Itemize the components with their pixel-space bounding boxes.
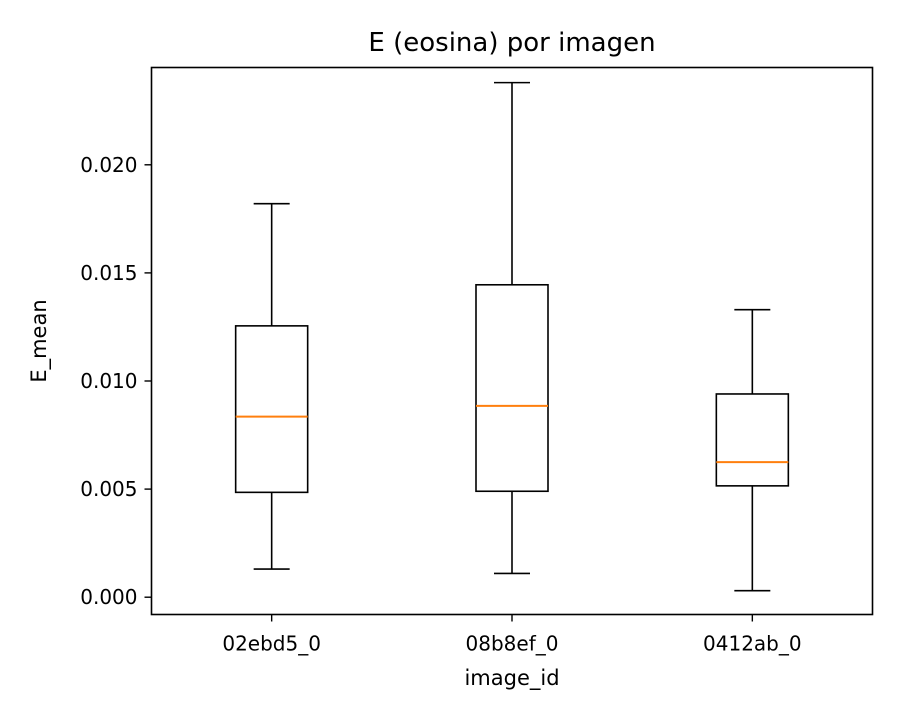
y-tick-label: 0.015 xyxy=(80,261,137,285)
chart-title: E (eosina) por imagen xyxy=(368,28,655,58)
box-02ebd5_0 xyxy=(234,202,309,570)
iqr-box xyxy=(475,283,549,493)
iqr-box xyxy=(234,325,309,494)
box-08b8ef_0 xyxy=(475,81,549,575)
plot-area xyxy=(234,81,790,592)
x-tick-label: 0412ab_0 xyxy=(703,632,802,656)
x-axis: 02ebd5_0 08b8ef_0 0412ab_0 xyxy=(222,614,802,656)
x-tick-label: 08b8ef_0 xyxy=(466,632,559,656)
x-axis-label: image_id xyxy=(464,666,559,691)
y-tick-label: 0.000 xyxy=(80,585,137,609)
y-tick-label: 0.020 xyxy=(80,153,137,177)
iqr-box xyxy=(715,393,790,487)
y-tick-label: 0.005 xyxy=(80,477,137,501)
plot-frame xyxy=(150,66,874,616)
box-0412ab_0 xyxy=(715,308,790,592)
x-tick-label: 02ebd5_0 xyxy=(222,632,321,656)
y-axis-label: E_mean xyxy=(27,299,52,382)
y-tick-label: 0.010 xyxy=(80,369,137,393)
y-axis: 0.000 0.005 0.010 0.015 0.020 xyxy=(80,153,152,609)
